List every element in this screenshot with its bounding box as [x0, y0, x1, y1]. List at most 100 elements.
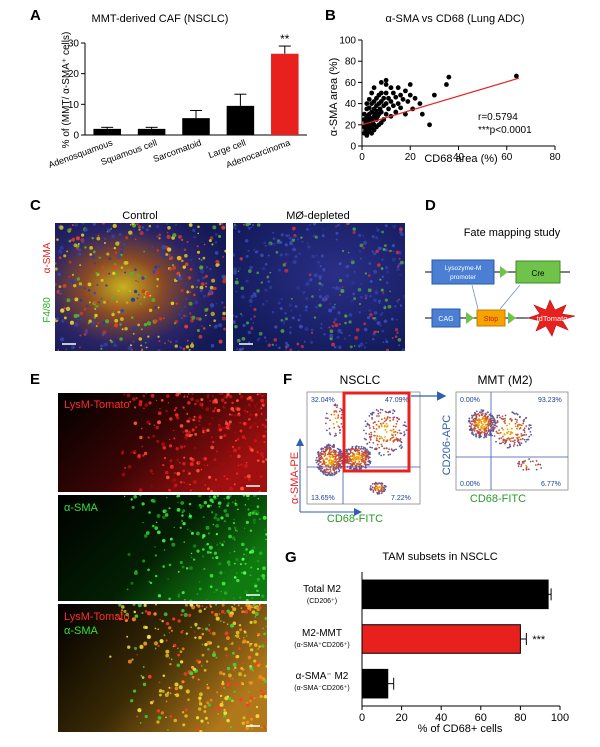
- scatter-point: [407, 92, 413, 98]
- promoter-box: [431, 259, 495, 285]
- cre-label: Cre: [532, 269, 545, 278]
- plot2-ylabel: CD206-APC: [441, 415, 453, 476]
- scatter-point: [395, 101, 401, 106]
- panel-g-label: G: [285, 549, 297, 566]
- tdtomato-label: tdTomato: [537, 314, 568, 323]
- stop-box: [476, 309, 506, 327]
- scatter-point: [444, 82, 449, 87]
- panel-g-cat1-label: Total M2: [303, 584, 341, 595]
- loxp-arrow: [500, 266, 508, 278]
- scatter-point: [395, 85, 401, 91]
- fate-mapping-diagram: Lysozyme-M promoter Cre CAG Stop tdTomat…: [425, 259, 576, 337]
- panel-a-title: MMT-derived CAF (NSCLC): [92, 13, 229, 25]
- loxp-arrow: [466, 312, 474, 324]
- scatter-point: [427, 122, 432, 128]
- scatter-point: [407, 82, 413, 87]
- panel-c-micrograph-control: [55, 223, 226, 351]
- scatter-point: [366, 96, 372, 102]
- panel-e-label: E: [30, 371, 40, 388]
- gate-highlight-box: [342, 391, 411, 473]
- scatter-point: [388, 99, 394, 104]
- plot2-xlabel: CD68-FITC: [470, 493, 526, 505]
- scatter-point: [390, 103, 396, 109]
- bar: [361, 668, 389, 699]
- panel-b-xlabel: CD68 area (%): [424, 153, 497, 165]
- panel-b-stat-r: r=0.5794: [478, 112, 518, 123]
- promoter-label-1: Lysozyme-M: [445, 265, 482, 272]
- x-tick-label: 40: [435, 712, 447, 724]
- scatter-point: [383, 101, 389, 106]
- scatter-point: [378, 90, 384, 96]
- scatter-point: [514, 73, 519, 79]
- plot1-quadrant-bl: 13.65%: [311, 495, 335, 502]
- panel-g-title: TAM subsets in NSCLC: [382, 551, 497, 563]
- panel-b-scatter-chart: 0 20 40 60 80 100 0 20 40 60 80: [339, 36, 561, 164]
- scatter-point: [393, 109, 399, 115]
- scatter-point: [412, 95, 418, 101]
- scatter-point: [390, 90, 396, 96]
- stop-label: Stop: [484, 316, 499, 323]
- significance-label: **: [280, 32, 290, 46]
- x-tick-label: 80: [549, 152, 561, 163]
- x-tick-label: 60: [501, 152, 513, 163]
- y-tick-label: 20: [68, 69, 80, 80]
- x-tick-label: 20: [395, 712, 407, 724]
- scatter-point: [417, 101, 423, 106]
- panel-g-bar-chart: 0 20 40 60 80 100 ***: [359, 572, 569, 724]
- panel-c-micrograph-depleted: [233, 223, 405, 351]
- panel-g-cat2-label: M2-MMT: [302, 628, 342, 639]
- scatter-point: [364, 101, 370, 106]
- panel-c-stain-green: F4/80: [42, 297, 53, 323]
- promoter-label-2: promoter: [450, 274, 477, 281]
- y-tick-label: 0: [350, 142, 356, 153]
- x-tick-label: 0: [359, 712, 365, 724]
- scatter-point: [398, 92, 403, 98]
- panel-d-title: Fate mapping study: [464, 227, 561, 239]
- panel-c-col-control: Control: [122, 210, 157, 222]
- scatter-point: [403, 111, 408, 117]
- panel-e-image-lysm: LysM-Tomato: [58, 393, 267, 492]
- bar: [182, 118, 210, 135]
- plot1-xlabel: CD68-FITC: [327, 513, 383, 525]
- panel-f-label: F: [283, 371, 292, 388]
- flow-plot-mmt: 0.00% 93.23% 0.00% 6.77% CD206-APC CD68-…: [441, 391, 569, 505]
- y-tick-label: 10: [68, 100, 80, 111]
- panel-a-ylabel: % of (MMT/ α-SMA⁺ cells): [61, 32, 72, 149]
- scatter-point: [378, 80, 384, 85]
- scatter-point: [383, 77, 389, 83]
- scatter-point: [383, 90, 389, 96]
- bar: [271, 53, 299, 135]
- panel-d-label: D: [425, 197, 436, 214]
- panel-e-image-asma: α-SMA: [58, 495, 267, 601]
- x-tick-label: 100: [551, 712, 569, 724]
- plot1-quadrant-tr: 47.09%: [385, 397, 409, 404]
- scatter-point: [405, 99, 411, 104]
- cag-label: CAG: [438, 316, 453, 323]
- cag-box: [431, 308, 461, 328]
- bar: [93, 128, 121, 135]
- scatter-point: [369, 90, 375, 96]
- scatter-point: [381, 95, 387, 101]
- panel-f-plot2-title: MMT (M2): [477, 373, 532, 387]
- scatter-point: [378, 109, 384, 115]
- panel-e-img3-label-green: α-SMA: [64, 625, 99, 637]
- y-tick-label: 40: [345, 99, 357, 110]
- panel-c-label: C: [30, 197, 41, 214]
- panel-g-xlabel: % of CD68+ cells: [418, 723, 503, 735]
- scatter-point: [446, 74, 452, 80]
- flow-plot-nsclc: 32.04% 47.09% 13.65% 7.22% α-SMA-PE CD68…: [289, 391, 421, 525]
- panel-b-label: B: [325, 7, 336, 24]
- scatter-point: [386, 106, 391, 112]
- scatter-point: [398, 105, 403, 111]
- panel-b-stat-p: ***p<0.0001: [478, 125, 532, 136]
- regression-line: [361, 77, 519, 126]
- y-tick-label: 80: [345, 57, 357, 68]
- plot1-quadrant-tl: 32.04%: [311, 397, 335, 404]
- plot2-quadrant-tl: 0.00%: [460, 397, 480, 404]
- x-tick-label: 20: [405, 152, 417, 163]
- scatter-point: [383, 111, 389, 117]
- scatter-point: [383, 82, 389, 87]
- bar: [361, 579, 549, 610]
